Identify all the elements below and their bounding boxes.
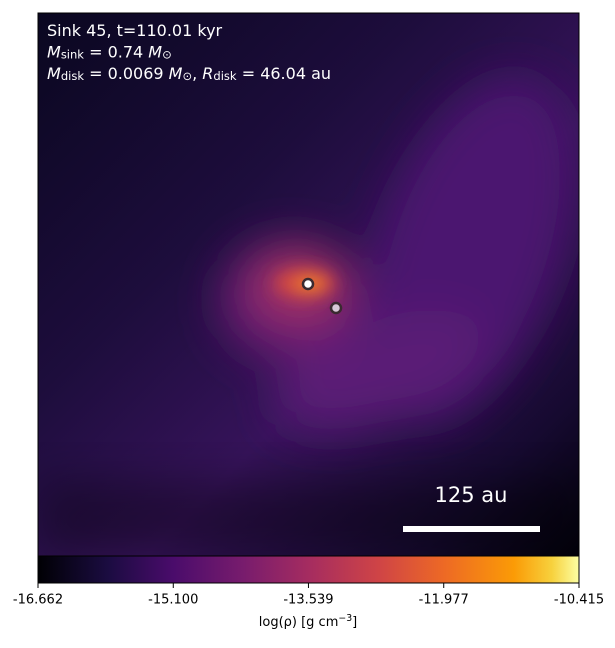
colorbar [37,555,580,584]
sink-marker [301,277,315,291]
text-part: sink [61,47,84,61]
tick-label: -11.977 [419,593,469,608]
text-part: , [192,64,202,83]
text-part: = 46.04 au [237,64,331,83]
text-part: disk [61,69,85,83]
text-part: ⊙ [162,47,172,61]
annotation: Sink 45, t=110.01 kyr [47,21,223,40]
text-part: M [47,42,61,61]
text-part: R [202,64,213,83]
tick-label: -15.100 [148,593,198,608]
text-part: = 0.0069 [84,64,169,83]
tick-label: -13.539 [283,593,333,608]
text-part: Sink 45, t=110.01 kyr [47,21,223,40]
text-part: M [148,42,162,61]
scale-bar-label: 125 au [435,483,508,507]
text-part: M [47,64,61,83]
tick-label: -10.415 [554,593,604,608]
annotation: Msink = 0.74 M⊙ [47,42,172,61]
text-part: −3 [338,613,352,624]
text-part: ⊙ [182,69,192,83]
text-part: disk [213,69,237,83]
text-part: log(ρ) [g cm [259,615,339,630]
density-image [38,13,579,556]
colorbar-axis: -16.662 -15.100 -13.539 -11.977 -10.415 [13,583,604,608]
tick-label: -16.662 [13,593,63,608]
text-part: = 0.74 [84,42,148,61]
text-part: ] [352,615,357,630]
sink-marker [329,301,343,315]
colorbar-label: log(ρ) [g cm−3] [259,613,357,630]
text-part: M [169,64,183,83]
annotation: Mdisk = 0.0069 M⊙, Rdisk = 46.04 au [47,64,331,83]
scale-bar [403,526,540,532]
